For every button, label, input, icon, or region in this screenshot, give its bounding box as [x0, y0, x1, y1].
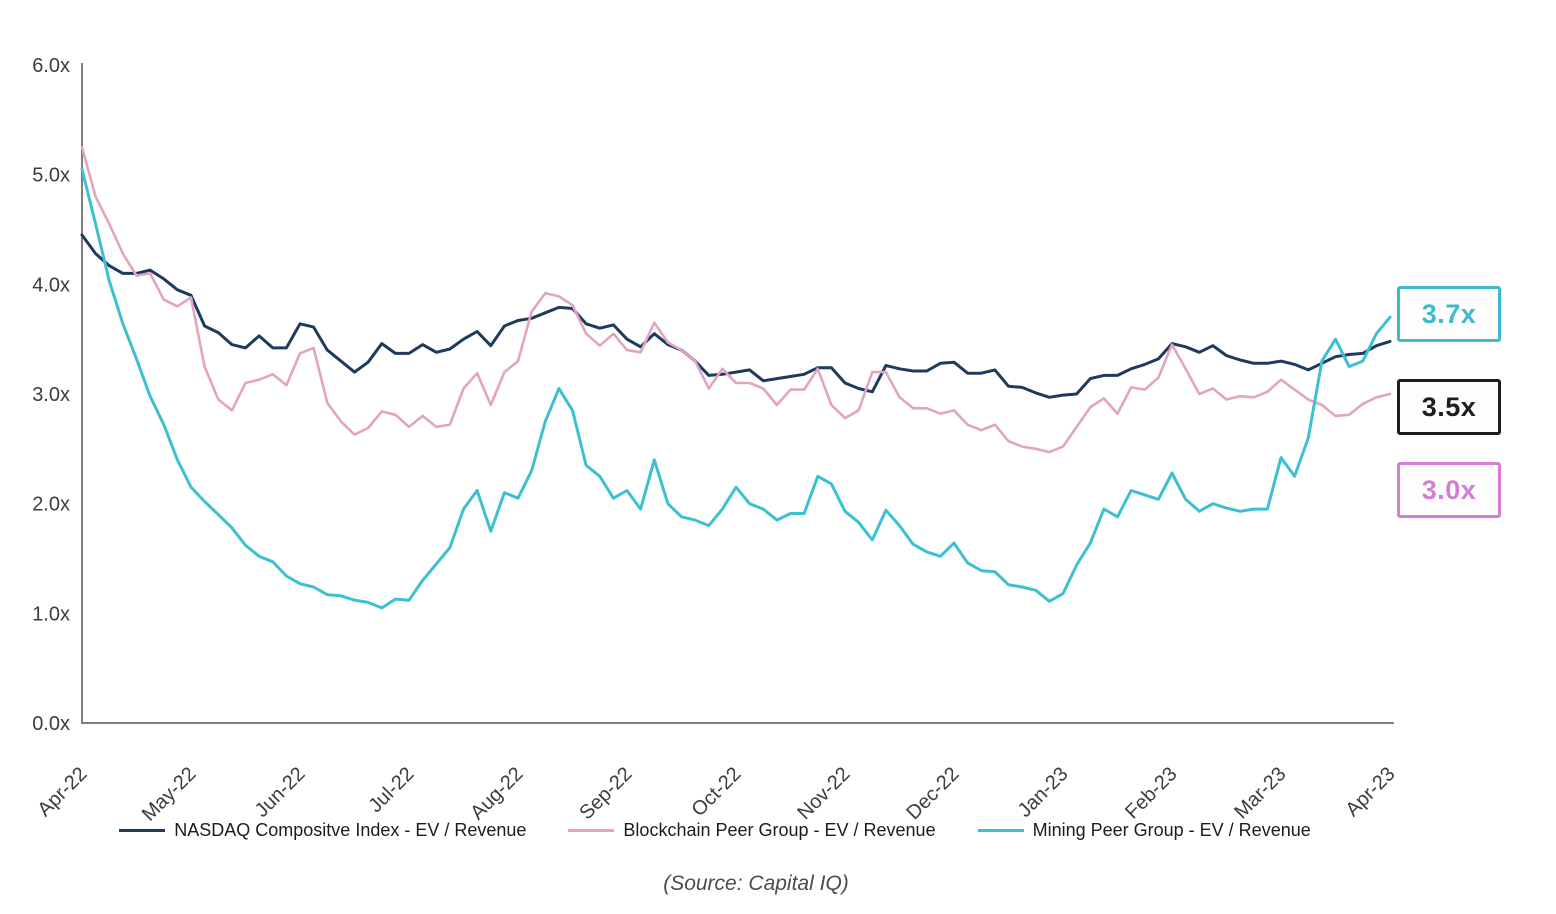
legend-item: Blockchain Peer Group - EV / Revenue	[568, 820, 936, 841]
callout-blockchain-3-0x: 3.0x	[1397, 462, 1501, 518]
legend-item: NASDAQ Compositve Index - EV / Revenue	[119, 820, 526, 841]
x-tick-label: Feb-23	[1121, 763, 1181, 823]
series-line	[80, 167, 1392, 610]
x-tick-label: Jun-22	[251, 763, 310, 822]
x-tick-label: Nov-22	[793, 763, 854, 824]
x-tick-label: Apr-23	[1342, 763, 1400, 821]
legend-item: Mining Peer Group - EV / Revenue	[977, 820, 1311, 841]
x-tick-label: Jan-23	[1014, 763, 1073, 822]
y-tick-label: 3.0x	[32, 384, 70, 406]
y-tick-label: 5.0x	[32, 165, 70, 187]
y-tick-label: 0.0x	[32, 713, 70, 735]
x-tick-label: Apr-22	[34, 763, 92, 821]
x-tick-label: Aug-22	[466, 763, 527, 824]
legend-label: Blockchain Peer Group - EV / Revenue	[623, 820, 936, 840]
series-line	[80, 233, 1392, 399]
x-tick-label: Jul-22	[364, 763, 418, 817]
x-tick-label: Oct-22	[688, 763, 746, 821]
y-tick-label: 1.0x	[32, 603, 70, 625]
legend-label: NASDAQ Compositve Index - EV / Revenue	[174, 820, 527, 840]
legend-swatch-icon	[119, 829, 166, 832]
series-line	[80, 146, 1392, 454]
x-tick-label: Mar-23	[1230, 763, 1290, 823]
y-tick-label: 4.0x	[32, 274, 70, 296]
x-tick-label: May-22	[138, 763, 201, 826]
y-tick-label: 6.0x	[32, 55, 70, 77]
y-tick-label: 2.0x	[32, 494, 70, 516]
callout-mining-3-7x: 3.7x	[1397, 286, 1501, 342]
legend-swatch-icon	[977, 829, 1024, 832]
legend-label: Mining Peer Group - EV / Revenue	[1032, 820, 1311, 840]
x-tick-label: Dec-22	[902, 763, 963, 824]
source-note: (Source: Capital IQ)	[663, 872, 849, 895]
legend: NASDAQ Compositve Index - EV / Revenue Bl…	[50, 820, 1380, 841]
legend-swatch-icon	[568, 829, 615, 832]
callout-nasdaq-3-5x: 3.5x	[1397, 379, 1501, 435]
x-tick-label: Sep-22	[575, 763, 636, 824]
